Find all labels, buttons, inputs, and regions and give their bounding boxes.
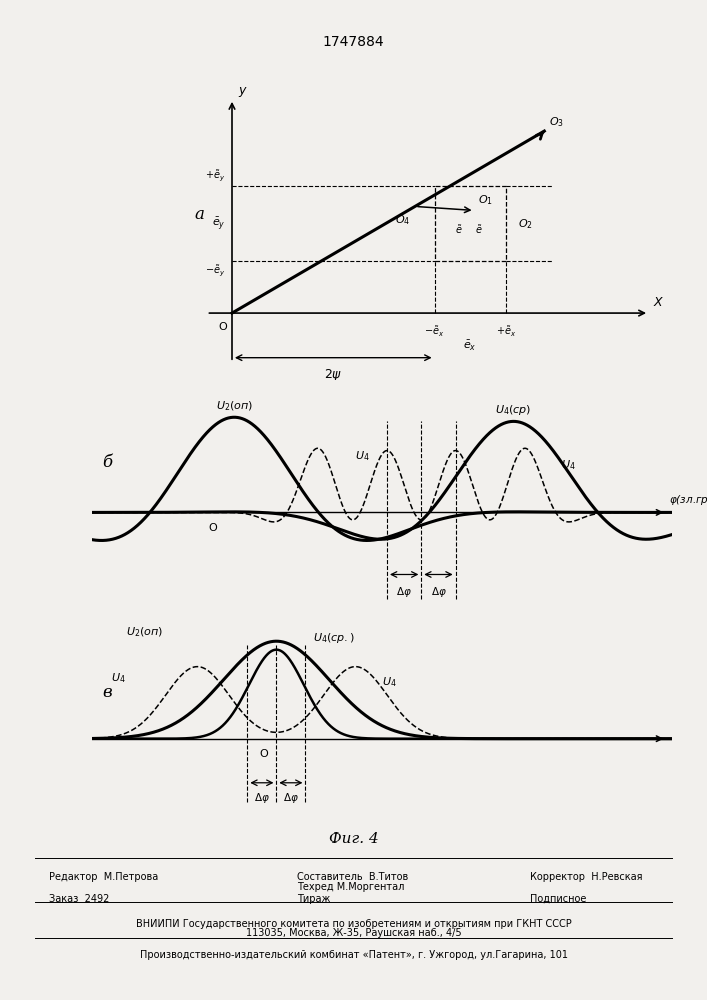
Text: Тираж: Тираж <box>297 894 330 904</box>
Text: O: O <box>218 322 227 332</box>
Text: $\tilde{e}$: $\tilde{e}$ <box>455 223 462 236</box>
Text: Производственно-издательский комбинат «Патент», г. Ужгород, ул.Гагарина, 101: Производственно-издательский комбинат «П… <box>139 950 568 960</box>
Text: $U_4(ср.)$: $U_4(ср.)$ <box>313 631 356 645</box>
Text: $O_1$: $O_1$ <box>478 193 493 207</box>
Text: Подписное: Подписное <box>530 894 587 904</box>
Text: $U_2(оп)$: $U_2(оп)$ <box>216 400 253 413</box>
Text: 113035, Москва, Ж-35, Раушская наб., 4/5: 113035, Москва, Ж-35, Раушская наб., 4/5 <box>246 928 461 938</box>
Text: $\bar{e}_y$: $\bar{e}_y$ <box>211 216 226 232</box>
Text: Корректор  Н.Ревская: Корректор Н.Ревская <box>530 872 643 882</box>
Text: Составитель  В.Титов: Составитель В.Титов <box>297 872 408 882</box>
Text: X: X <box>653 296 662 309</box>
Text: O: O <box>209 523 217 533</box>
Text: $O_3$: $O_3$ <box>549 115 564 129</box>
Text: $U_4$: $U_4$ <box>356 450 370 463</box>
Text: в: в <box>103 684 112 701</box>
Text: $\Delta\varphi$: $\Delta\varphi$ <box>396 585 412 599</box>
Text: $U_4$: $U_4$ <box>382 675 397 689</box>
Text: Редактор  М.Петрова: Редактор М.Петрова <box>49 872 159 882</box>
Text: $\Delta\varphi$: $\Delta\varphi$ <box>283 791 299 805</box>
Text: Заказ  2492: Заказ 2492 <box>49 894 110 904</box>
Text: $\varphi$(зл.гр): $\varphi$(зл.гр) <box>669 493 707 507</box>
Text: Техред М.Моргентал: Техред М.Моргентал <box>297 882 404 892</box>
Text: $U_4$: $U_4$ <box>112 671 126 685</box>
Text: а: а <box>194 206 204 223</box>
Text: б: б <box>103 454 112 471</box>
Text: $O_2$: $O_2$ <box>518 217 533 231</box>
Text: $-\tilde{e}_x$: $-\tilde{e}_x$ <box>424 325 445 339</box>
Text: 1747884: 1747884 <box>322 35 385 49</box>
Text: O: O <box>259 749 269 759</box>
Text: $\Delta\varphi$: $\Delta\varphi$ <box>254 791 270 805</box>
Text: Фиг. 4: Фиг. 4 <box>329 832 378 846</box>
Text: $U_4(ср)$: $U_4(ср)$ <box>496 403 532 417</box>
Text: $+\tilde{e}_y$: $+\tilde{e}_y$ <box>205 168 226 184</box>
Text: $U_2(оп)$: $U_2(оп)$ <box>126 625 163 639</box>
Text: $U_4$: $U_4$ <box>561 459 575 472</box>
Text: $-\tilde{e}_y$: $-\tilde{e}_y$ <box>205 264 226 279</box>
Text: $+\tilde{e}_x$: $+\tilde{e}_x$ <box>496 325 516 339</box>
Text: y: y <box>238 84 245 97</box>
Text: $\Delta\varphi$: $\Delta\varphi$ <box>431 585 446 599</box>
Text: ВНИИПИ Государственного комитета по изобретениям и открытиям при ГКНТ СССР: ВНИИПИ Государственного комитета по изоб… <box>136 919 571 929</box>
Text: $2\psi$: $2\psi$ <box>324 367 342 383</box>
Text: $\tilde{e}$: $\tilde{e}$ <box>475 223 483 236</box>
Text: $\bar{e}_x$: $\bar{e}_x$ <box>464 339 477 353</box>
Text: $O_4$: $O_4$ <box>395 214 410 227</box>
